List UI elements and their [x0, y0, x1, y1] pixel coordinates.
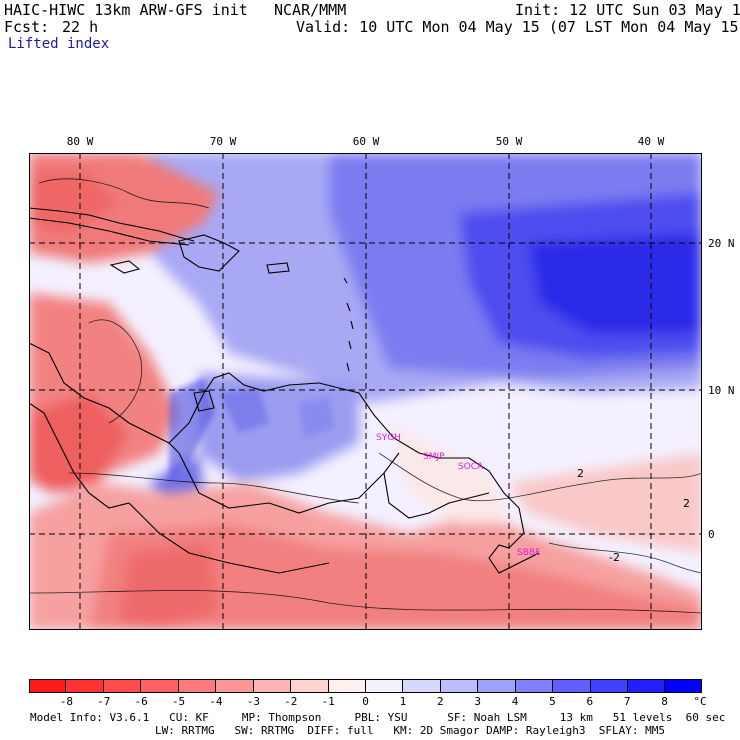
colorbar-segment — [477, 679, 515, 693]
colorbar-segment — [364, 679, 403, 693]
colorbar-unit: °C — [693, 695, 707, 708]
unstable-field — [29, 153, 702, 630]
colorbar-tick-label: 3 — [474, 695, 481, 708]
contour-label: 2 — [683, 497, 690, 510]
contour-label: 2 — [577, 467, 584, 480]
lon-label-40w: 40 W — [637, 135, 665, 148]
colorbar-segment — [514, 679, 553, 693]
convective-streaks — [169, 378, 334, 483]
lon-label-50w: 50 W — [495, 135, 523, 148]
station-label-sbbe: SBBE — [517, 548, 541, 558]
colorbar-segment — [552, 679, 590, 693]
colorbar-tick-label: -8 — [59, 695, 73, 708]
lon-label-60w: 60 W — [352, 135, 380, 148]
model-info-line-1: Model Info: V3.6.1 CU: KF MP: Thompson P… — [30, 711, 726, 724]
lon-label-70w: 70 W — [209, 135, 237, 148]
contour-lines — [29, 178, 702, 614]
colorbar-tick-label: 5 — [549, 695, 556, 708]
colorbar-segment — [177, 679, 216, 693]
colorbar-segment — [65, 679, 103, 693]
station-label-soca: SOCA — [458, 462, 484, 472]
colorbar-tick-label: 7 — [623, 695, 631, 708]
colorbar-segment — [102, 679, 141, 693]
valid-time: Valid: 10 UTC Mon 04 May 15 (07 LST Mon … — [296, 18, 740, 36]
lat-label-20n: 20 N — [708, 237, 735, 250]
colorbar-segment — [252, 679, 291, 693]
colorbar-tick-label: 8 — [661, 695, 668, 708]
org-label: NCAR/MMM — [274, 1, 347, 19]
colorbar-tick-label: 4 — [511, 695, 519, 708]
lifted-index-map: 2 2 -2 SYGH SMJP SOCA SBBE — [29, 153, 702, 630]
colorbar-segment — [327, 679, 365, 693]
colorbar-segment — [627, 679, 665, 693]
forecast-hours: 22 h — [62, 18, 99, 36]
colorbar-segment — [215, 679, 253, 693]
colorbar-segment — [402, 679, 440, 693]
lat-label-0: 0 — [708, 528, 715, 541]
colorbar-tick-label: -3 — [246, 695, 260, 708]
colorbar-tick-label: -6 — [134, 695, 148, 708]
colorbar-tick-label: 0 — [362, 695, 369, 708]
colorbar-segment — [439, 679, 478, 693]
map-frame — [29, 153, 702, 630]
colorbar-segment — [290, 679, 328, 693]
colorbar-segment — [29, 679, 66, 693]
coastlines — [29, 207, 540, 574]
colorbar-segment — [140, 679, 178, 693]
forecast-label: Fcst: — [4, 18, 50, 36]
colorbar-segment — [589, 679, 627, 693]
colorbar — [29, 679, 702, 693]
field-name: Lifted index — [8, 36, 110, 52]
station-label-sygh: SYGH — [376, 433, 401, 443]
colorbar-tick-label: -5 — [171, 695, 186, 708]
station-label-smjp: SMJP — [423, 452, 445, 462]
model-info-line-2: LW: RRTMG SW: RRTMG DIFF: full KM: 2D Sm… — [155, 724, 665, 737]
lat-lon-grid — [29, 153, 702, 630]
colorbar-segment — [664, 679, 702, 693]
colorbar-tick-label: -2 — [284, 695, 298, 708]
lat-label-10n: 10 N — [708, 384, 735, 397]
colorbar-tick-label: -1 — [321, 695, 335, 708]
colorbar-tick-label: 1 — [399, 695, 407, 708]
colorbar-tick-label: -4 — [209, 695, 223, 708]
init-time: Init: 12 UTC Sun 03 May 15 — [515, 1, 740, 19]
colorbar-tick-label: 2 — [436, 695, 444, 708]
colorbar-tick-label: 6 — [586, 695, 594, 708]
colorbar-tick-label: -7 — [97, 695, 111, 708]
contour-label: -2 — [609, 551, 620, 564]
lon-label-80w: 80 W — [66, 135, 94, 148]
model-title: HAIC-HIWC 13km ARW-GFS init — [4, 1, 248, 19]
